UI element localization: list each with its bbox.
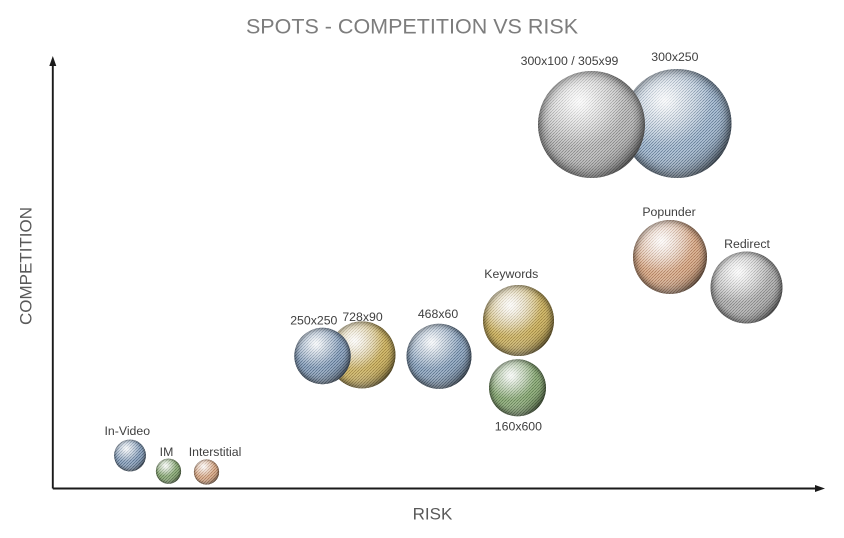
svg-text:Keywords: Keywords bbox=[484, 267, 538, 281]
svg-text:300x250: 300x250 bbox=[651, 50, 698, 64]
svg-text:250x250: 250x250 bbox=[290, 314, 337, 328]
svg-text:Popunder: Popunder bbox=[642, 205, 695, 219]
svg-text:300x100 / 305x99: 300x100 / 305x99 bbox=[521, 54, 619, 68]
svg-text:In-Video: In-Video bbox=[105, 424, 151, 438]
svg-text:468x60: 468x60 bbox=[418, 307, 459, 321]
svg-text:728x90: 728x90 bbox=[342, 310, 383, 324]
svg-text:Interstitial: Interstitial bbox=[189, 445, 242, 459]
svg-text:RISK: RISK bbox=[413, 505, 453, 524]
svg-text:Redirect: Redirect bbox=[724, 237, 770, 251]
svg-text:IM: IM bbox=[160, 445, 174, 459]
svg-text:160x600: 160x600 bbox=[495, 420, 542, 434]
svg-text:COMPETITION: COMPETITION bbox=[17, 207, 36, 325]
svg-text:SPOTS - COMPETITION VS RISK: SPOTS - COMPETITION VS RISK bbox=[246, 15, 579, 39]
